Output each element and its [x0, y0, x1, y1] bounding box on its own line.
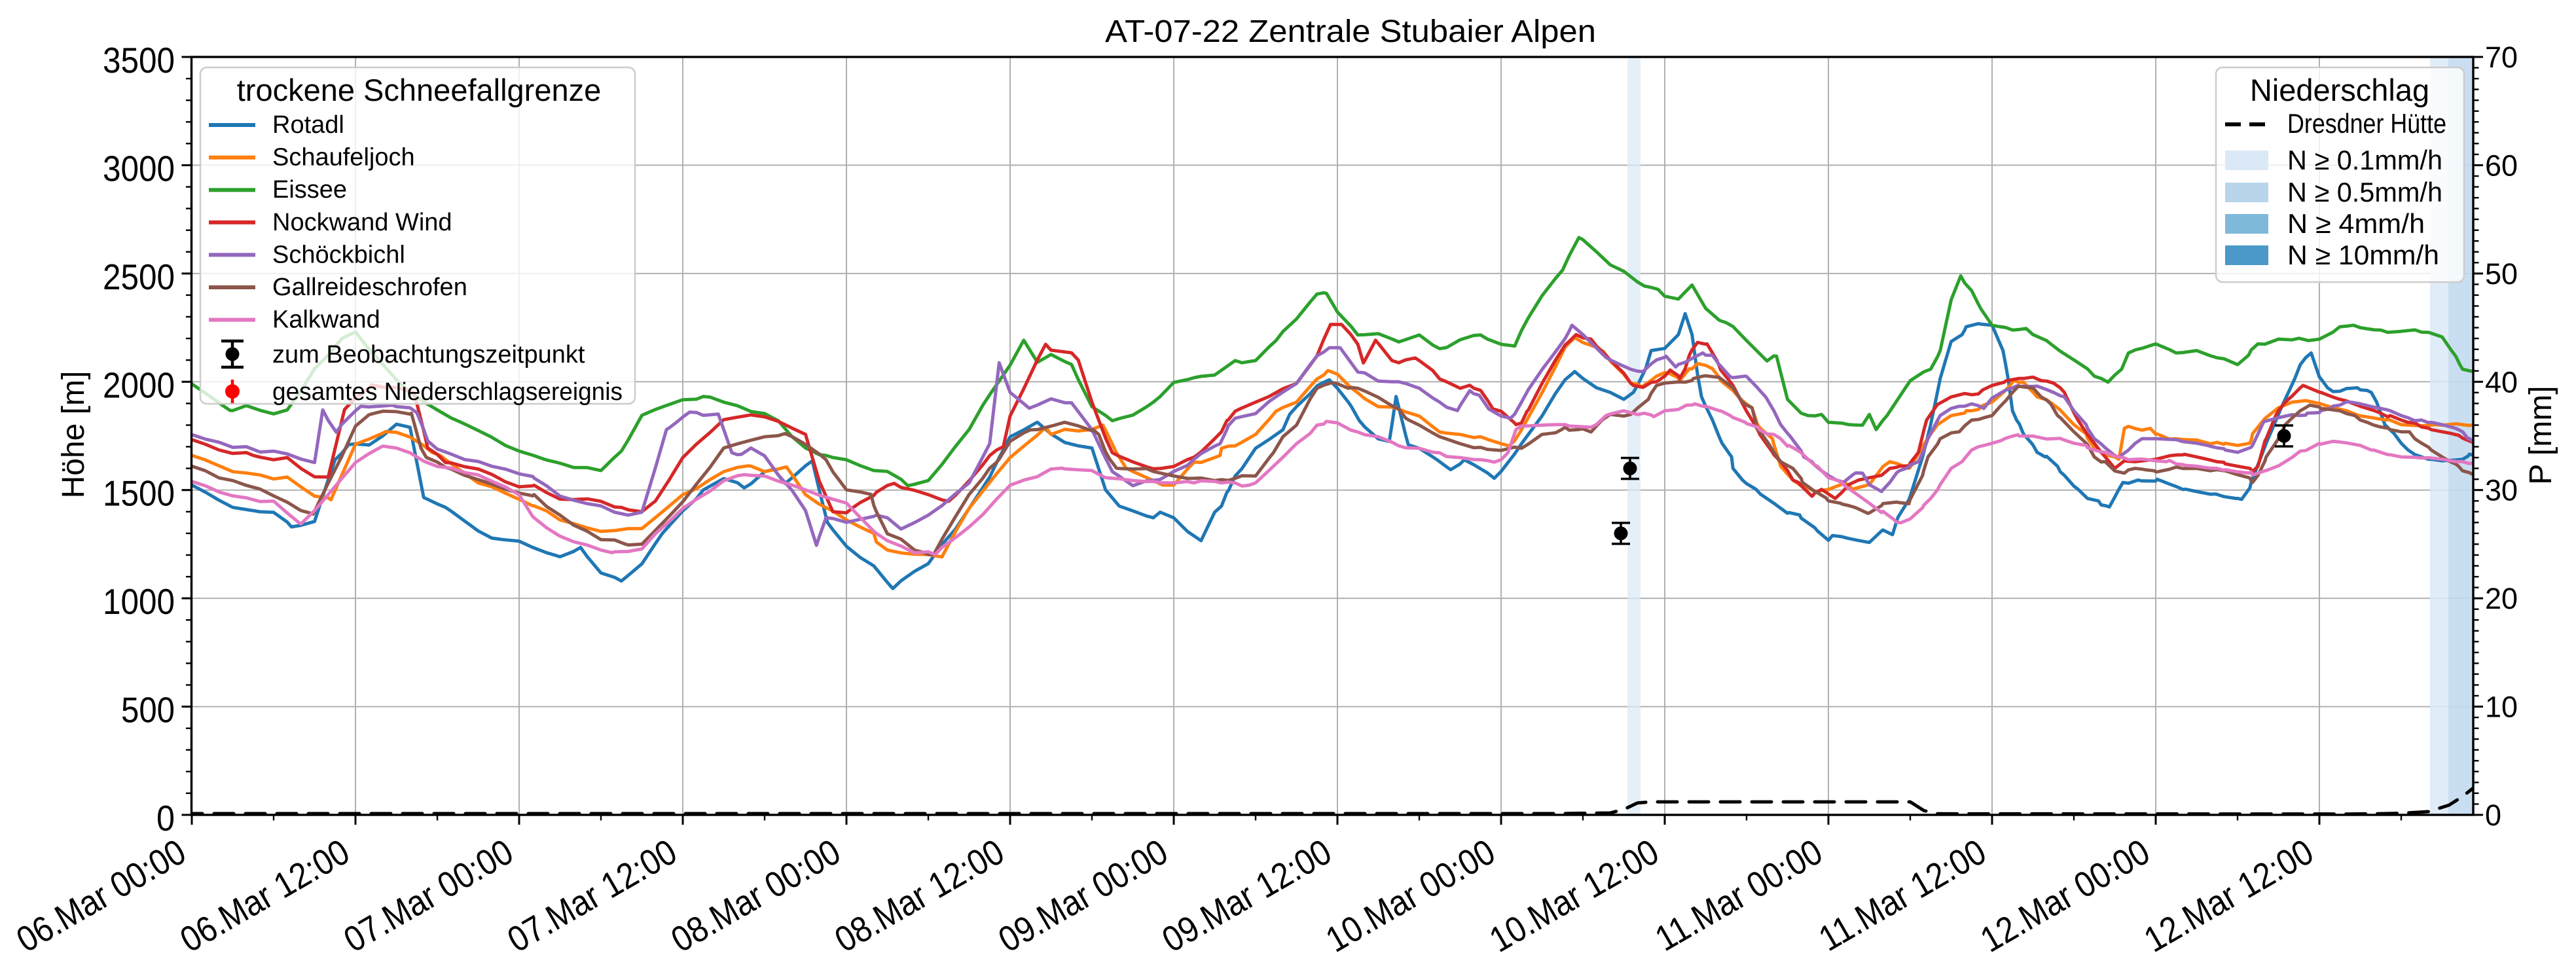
svg-text:0: 0 [2485, 799, 2501, 832]
svg-text:20: 20 [2485, 582, 2518, 615]
svg-text:N ≥ 4mm/h: N ≥ 4mm/h [2287, 208, 2425, 239]
svg-text:Niederschlag: Niederschlag [2250, 73, 2429, 107]
svg-text:Gallreideschrofen: Gallreideschrofen [272, 274, 467, 301]
svg-text:trockene Schneefallgrenze: trockene Schneefallgrenze [237, 73, 602, 107]
svg-text:P [mm]: P [mm] [2524, 386, 2558, 484]
svg-text:40: 40 [2485, 365, 2518, 399]
svg-text:AT-07-22 Zentrale Stubaier Alp: AT-07-22 Zentrale Stubaier Alpen [1105, 14, 1596, 49]
svg-text:gesamtes Niederschlagsereignis: gesamtes Niederschlagsereignis [272, 378, 623, 406]
svg-text:Dresdner Hütte: Dresdner Hütte [2287, 108, 2446, 139]
svg-text:Höhe [m]: Höhe [m] [56, 371, 91, 499]
svg-text:Schaufeljoch: Schaufeljoch [272, 144, 415, 171]
svg-text:N ≥ 0.5mm/h: N ≥ 0.5mm/h [2287, 177, 2442, 207]
svg-text:Schöckbichl: Schöckbichl [272, 241, 405, 268]
svg-text:Kalkwand: Kalkwand [272, 306, 380, 334]
svg-text:zum Beobachtungszeitpunkt: zum Beobachtungszeitpunkt [272, 341, 585, 368]
svg-text:0: 0 [156, 798, 175, 838]
svg-text:Rotadl: Rotadl [272, 111, 344, 139]
svg-text:Eissee: Eissee [272, 176, 347, 204]
svg-text:70: 70 [2485, 41, 2518, 74]
svg-text:N ≥ 0.1mm/h: N ≥ 0.1mm/h [2287, 145, 2442, 175]
svg-text:2000: 2000 [103, 365, 175, 405]
svg-text:Nockwand Wind: Nockwand Wind [272, 209, 452, 236]
svg-text:30: 30 [2485, 474, 2518, 507]
svg-text:1000: 1000 [103, 581, 175, 622]
svg-text:10: 10 [2485, 691, 2518, 724]
svg-text:50: 50 [2485, 257, 2518, 291]
svg-text:2500: 2500 [103, 257, 175, 297]
svg-text:3000: 3000 [103, 148, 175, 189]
svg-text:1500: 1500 [103, 473, 175, 514]
svg-text:500: 500 [121, 690, 175, 730]
svg-text:60: 60 [2485, 149, 2518, 182]
svg-text:N ≥ 10mm/h: N ≥ 10mm/h [2287, 240, 2439, 270]
svg-text:3500: 3500 [103, 40, 175, 81]
